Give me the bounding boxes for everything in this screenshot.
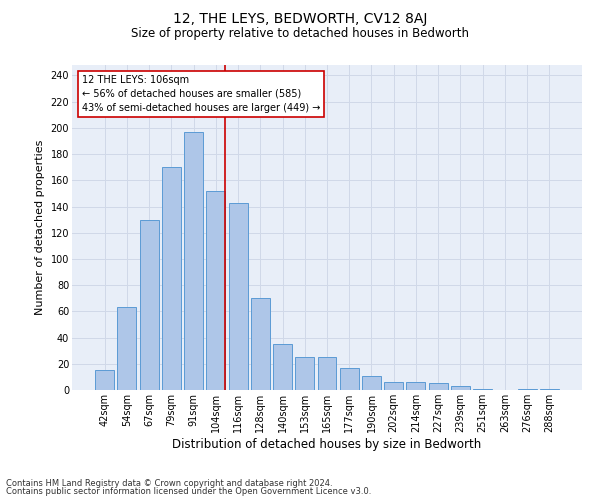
Bar (184, 132, 203, 390)
Bar (384, 382, 403, 390)
Text: Contains HM Land Registry data © Crown copyright and database right 2024.: Contains HM Land Registry data © Crown c… (6, 478, 332, 488)
Bar (251, 298, 270, 390)
Bar (518, 388, 536, 390)
Bar (473, 388, 492, 390)
Bar (95, 370, 114, 390)
Bar (162, 167, 181, 390)
Text: Contains public sector information licensed under the Open Government Licence v3: Contains public sector information licen… (6, 487, 371, 496)
Bar (140, 220, 158, 390)
Bar (317, 357, 337, 390)
Bar (340, 368, 359, 390)
Bar (229, 202, 248, 390)
Bar (273, 344, 292, 390)
Bar (406, 382, 425, 390)
Bar (451, 386, 470, 390)
X-axis label: Distribution of detached houses by size in Bedworth: Distribution of detached houses by size … (172, 438, 482, 451)
Text: 12 THE LEYS: 106sqm
← 56% of detached houses are smaller (585)
43% of semi-detac: 12 THE LEYS: 106sqm ← 56% of detached ho… (82, 74, 320, 113)
Bar (540, 388, 559, 390)
Bar (118, 308, 136, 390)
Text: Size of property relative to detached houses in Bedworth: Size of property relative to detached ho… (131, 28, 469, 40)
Bar (206, 191, 225, 390)
Text: 12, THE LEYS, BEDWORTH, CV12 8AJ: 12, THE LEYS, BEDWORTH, CV12 8AJ (173, 12, 427, 26)
Y-axis label: Number of detached properties: Number of detached properties (35, 140, 45, 315)
Bar (429, 384, 448, 390)
Bar (295, 357, 314, 390)
Bar (362, 376, 381, 390)
